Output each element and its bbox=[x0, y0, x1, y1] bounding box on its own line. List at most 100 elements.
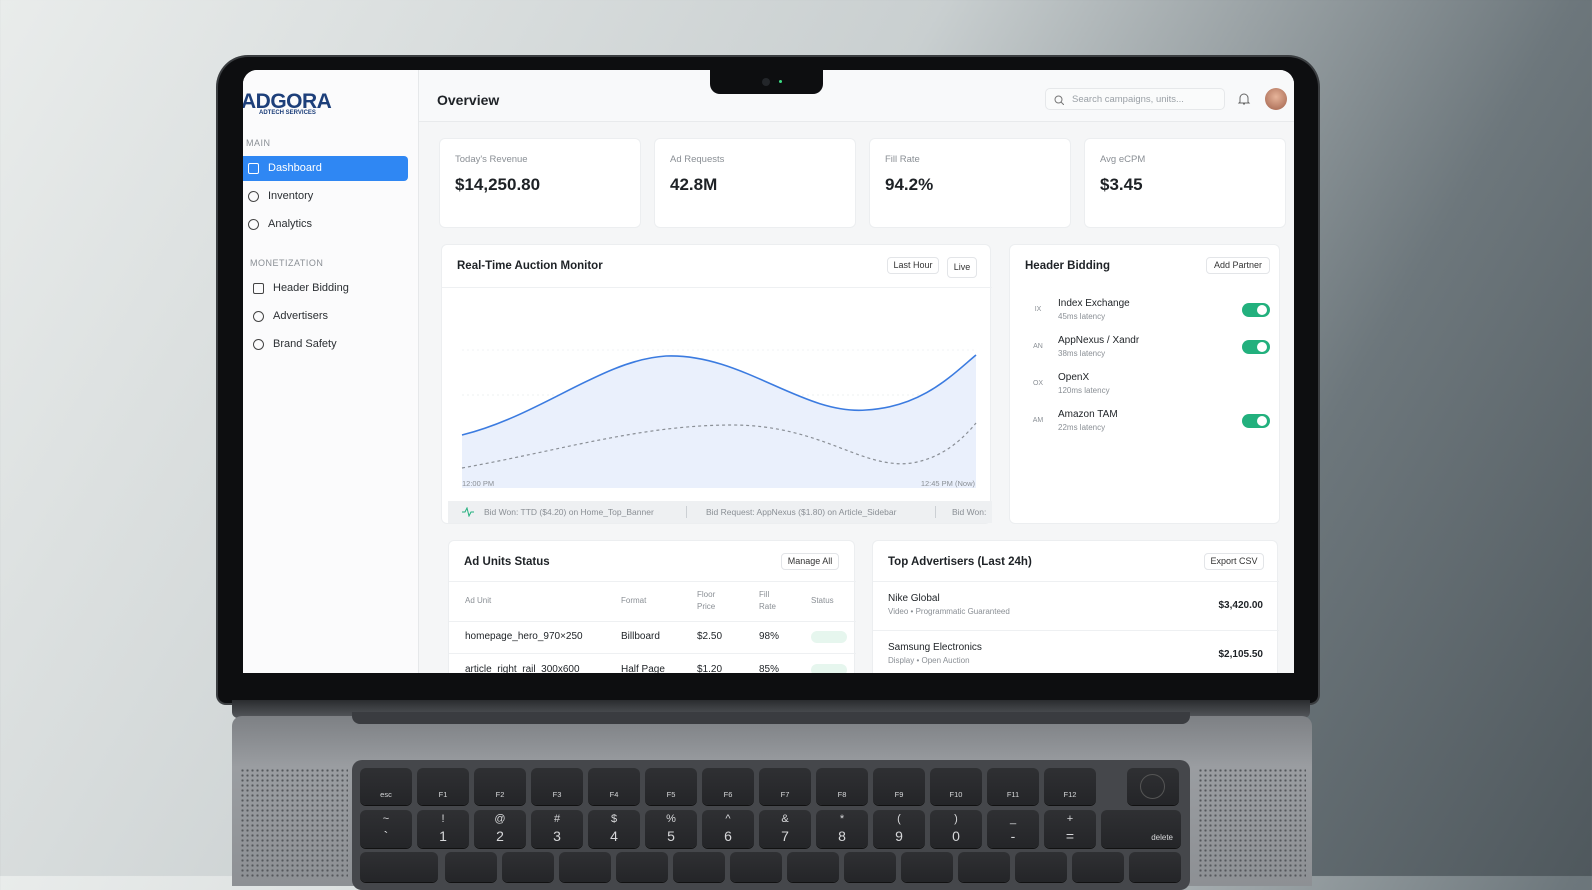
column-header: Fill Rate bbox=[759, 590, 776, 611]
manage-button[interactable]: Manage All bbox=[781, 553, 839, 570]
speaker-grill bbox=[1198, 768, 1306, 878]
header-bidding-card: Header Bidding Add Partner IX Index Excha… bbox=[1009, 244, 1280, 524]
kpi-card: Today's Revenue $14,250.80 bbox=[439, 138, 641, 228]
letter-key[interactable] bbox=[844, 852, 896, 882]
advertiser-detail: Video • Programmatic Guaranteed bbox=[888, 607, 1010, 616]
live-button[interactable]: Live bbox=[947, 257, 977, 278]
column-header: Floor Price bbox=[697, 590, 716, 611]
key-label: 2 bbox=[496, 828, 504, 844]
number-key[interactable]: ^ 6 bbox=[702, 810, 754, 848]
letter-key[interactable] bbox=[445, 852, 497, 882]
toggle-knob bbox=[1257, 416, 1267, 426]
advertiser-amount: $2,105.50 bbox=[1218, 649, 1264, 660]
letter-key[interactable] bbox=[787, 852, 839, 882]
function-key[interactable]: F7 bbox=[759, 768, 811, 805]
function-key[interactable]: F1 bbox=[417, 768, 469, 805]
power-key[interactable] bbox=[1127, 768, 1179, 805]
ticker-separator bbox=[686, 506, 687, 518]
number-key[interactable]: & 7 bbox=[759, 810, 811, 848]
partner-name: Amazon TAM bbox=[1058, 409, 1118, 420]
add-partner-button[interactable]: Add Partner bbox=[1206, 257, 1270, 274]
delete-key[interactable]: delete bbox=[1101, 810, 1181, 848]
divider bbox=[873, 581, 1279, 582]
pulse-icon bbox=[462, 507, 474, 517]
function-key[interactable]: F5 bbox=[645, 768, 697, 805]
key-shift-label: ( bbox=[897, 813, 901, 825]
cell: Half Page bbox=[621, 664, 665, 673]
key-shift-label: + bbox=[1066, 813, 1074, 825]
letter-key[interactable] bbox=[616, 852, 668, 882]
nav-icon bbox=[253, 311, 264, 322]
area-fill bbox=[462, 355, 976, 488]
key-label: F5 bbox=[666, 790, 676, 799]
function-key[interactable]: F11 bbox=[987, 768, 1039, 805]
letter-key[interactable] bbox=[958, 852, 1010, 882]
function-key[interactable]: F9 bbox=[873, 768, 925, 805]
letter-key[interactable] bbox=[1015, 852, 1067, 882]
key-shift-label: & bbox=[781, 813, 789, 825]
function-key[interactable]: F4 bbox=[588, 768, 640, 805]
nav-item[interactable]: Header Bidding bbox=[243, 276, 413, 301]
number-key[interactable]: (9 bbox=[873, 810, 925, 848]
function-key[interactable]: F8 bbox=[816, 768, 868, 805]
number-key[interactable]: ~ ` bbox=[360, 810, 412, 848]
letter-key[interactable] bbox=[1129, 852, 1181, 882]
function-key[interactable]: F12 bbox=[1044, 768, 1096, 805]
bell-icon[interactable] bbox=[1237, 92, 1251, 106]
letter-key[interactable] bbox=[901, 852, 953, 882]
number-key[interactable]: #3 bbox=[531, 810, 583, 848]
nav-item[interactable]: Brand Safety bbox=[243, 332, 413, 357]
nav-item[interactable]: Advertisers bbox=[243, 304, 413, 329]
partner-toggle[interactable] bbox=[1242, 340, 1270, 354]
avatar[interactable] bbox=[1265, 88, 1287, 110]
key-label: esc bbox=[380, 790, 392, 799]
ad-units-card: Ad Units Status Manage All Ad Unit Format… bbox=[448, 540, 856, 673]
function-key[interactable]: F6 bbox=[702, 768, 754, 805]
number-key[interactable]: @2 bbox=[474, 810, 526, 848]
partner-toggle[interactable] bbox=[1242, 414, 1270, 428]
nav-item[interactable]: Dashboard bbox=[243, 156, 408, 181]
number-key[interactable]: _ - bbox=[987, 810, 1039, 848]
range-button[interactable]: Last Hour bbox=[887, 257, 939, 274]
partner-code: AM bbox=[1032, 417, 1044, 424]
number-key[interactable]: ! 1 bbox=[417, 810, 469, 848]
letter-key[interactable] bbox=[559, 852, 611, 882]
key-shift-label: _ bbox=[1009, 813, 1017, 825]
letter-key[interactable] bbox=[502, 852, 554, 882]
touch-id bbox=[1140, 774, 1165, 799]
key-shift-label: % bbox=[666, 813, 676, 825]
function-key[interactable]: F10 bbox=[930, 768, 982, 805]
toggle-knob bbox=[1257, 305, 1267, 315]
nav-item[interactable]: Analytics bbox=[243, 212, 408, 237]
number-key[interactable]: + = bbox=[1044, 810, 1096, 848]
partner-latency: 120ms latency bbox=[1058, 386, 1110, 395]
key-label: - bbox=[1010, 828, 1016, 844]
number-key[interactable]: % 5 bbox=[645, 810, 697, 848]
letter-key[interactable] bbox=[673, 852, 725, 882]
key-label: F11 bbox=[1006, 790, 1020, 799]
lid-notch bbox=[352, 712, 1190, 724]
divider bbox=[449, 653, 856, 654]
kpi-value: $14,250.80 bbox=[455, 175, 541, 194]
ticker-item: Bid Request: AppNexus ($1.80) on Article… bbox=[706, 507, 897, 517]
key-label: 3 bbox=[553, 828, 561, 844]
function-key[interactable]: F3 bbox=[531, 768, 583, 805]
letter-key[interactable] bbox=[360, 852, 438, 882]
export-button[interactable]: Export CSV bbox=[1204, 553, 1264, 570]
letter-key[interactable] bbox=[730, 852, 782, 882]
letter-key[interactable] bbox=[1072, 852, 1124, 882]
partner-code: OX bbox=[1032, 380, 1044, 387]
key-label: F4 bbox=[609, 790, 619, 799]
number-key[interactable]: $4 bbox=[588, 810, 640, 848]
x-end-label: 12:45 PM (Now) bbox=[920, 479, 975, 488]
nav-icon bbox=[253, 283, 264, 294]
search-box[interactable]: Search campaigns, units... bbox=[1045, 88, 1225, 110]
partner-name: Index Exchange bbox=[1058, 298, 1130, 309]
partner-toggle[interactable] bbox=[1242, 303, 1270, 317]
kpi-value: 94.2% bbox=[885, 175, 934, 194]
function-key[interactable]: F2 bbox=[474, 768, 526, 805]
number-key[interactable]: * 8 bbox=[816, 810, 868, 848]
number-key[interactable]: ) 0 bbox=[930, 810, 982, 848]
function-key[interactable]: esc bbox=[360, 768, 412, 805]
nav-item[interactable]: Inventory bbox=[243, 184, 408, 209]
